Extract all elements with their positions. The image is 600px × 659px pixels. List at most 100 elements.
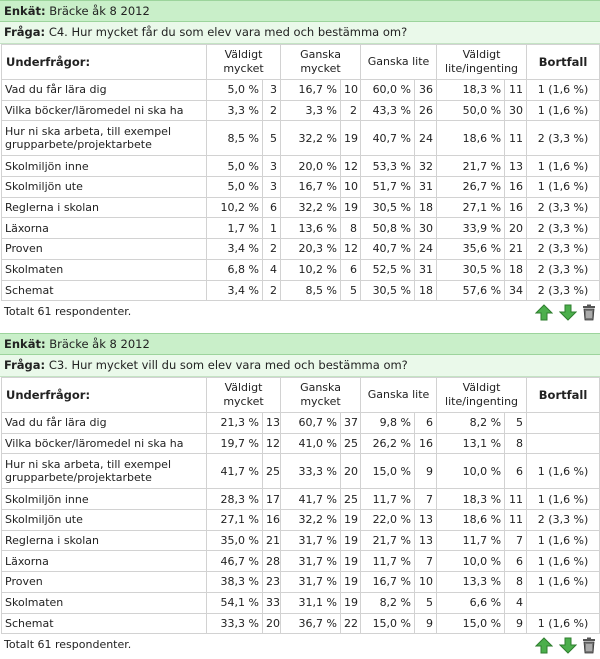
pct-ganska-mycket: 31,1 % [280,591,341,614]
table-row: Hur ni ska arbeta, till exempel grupparb… [1,120,600,157]
col-header-ganska-mycket: Ganska mycket [279,44,362,80]
table-header-row: Underfrågor: Väldigt mycket Ganska mycket … [1,377,600,413]
survey-header: Enkät: Bräcke åk 8 2012 [0,333,600,355]
count-valdigt-lite: 6 [504,550,528,573]
row-label: Hur ni ska arbeta, till exempel grupparb… [1,120,207,157]
arrow-up-icon[interactable] [535,637,553,654]
pct-valdigt-lite: 50,0 % [436,99,506,122]
table-row: Proven 3,4 % 2 20,3 % 12 40,7 % 24 35,6 % 21 2 (3… [1,238,600,260]
pct-ganska-mycket: 60,7 % [280,412,341,434]
pct-ganska-lite: 30,5 % [360,196,416,219]
pct-ganska-lite: 30,5 % [360,279,416,302]
bortfall-value [526,591,600,614]
pct-valdigt-lite: 13,1 % [436,432,506,455]
pct-valdigt-lite: 13,3 % [436,571,506,593]
bortfall-value: 1 (1,6 %) [526,488,600,511]
pct-ganska-lite: 11,7 % [360,550,416,573]
count-valdigt-mycket: 25 [262,453,281,490]
pct-ganska-mycket: 31,7 % [280,550,341,573]
table-row: Läxorna 46,7 % 28 31,7 % 19 11,7 % 7 10,0 % 6 1 (… [1,550,600,573]
bortfall-value: 2 (3,3 %) [526,196,600,219]
count-valdigt-mycket: 16 [262,509,281,531]
pct-ganska-lite: 51,7 % [360,176,416,198]
col-header-valdigt-lite: Väldigt lite/ingenting [436,377,528,413]
count-valdigt-mycket: 6 [262,196,281,219]
pct-valdigt-lite: 10,0 % [436,550,506,573]
table-row: Proven 38,3 % 23 31,7 % 19 16,7 % 10 13,3 % 8 1 (… [1,571,600,593]
bortfall-value: 2 (3,3 %) [526,509,600,531]
count-ganska-lite: 24 [414,120,438,157]
pct-ganska-mycket: 33,3 % [280,453,341,490]
pct-ganska-lite: 60,0 % [360,79,416,101]
pct-valdigt-mycket: 3,4 % [206,238,263,260]
enkat-label: Enkät: [4,337,46,351]
arrow-down-icon[interactable] [558,304,577,321]
arrow-up-icon[interactable] [535,304,553,321]
table-footer: Totalt 61 respondenter. [0,301,600,323]
count-valdigt-lite: 16 [504,176,528,198]
table-row: Läxorna 1,7 % 1 13,6 % 8 50,8 % 30 33,9 % 20 2 (3… [1,217,600,240]
count-ganska-lite: 9 [414,453,438,490]
pct-valdigt-mycket: 19,7 % [206,432,263,455]
col-header-bortfall: Bortfall [526,44,600,80]
col-header-valdigt-lite: Väldigt lite/ingenting [436,44,528,80]
pct-valdigt-mycket: 46,7 % [206,550,263,573]
count-valdigt-mycket: 5 [262,120,281,157]
pct-ganska-mycket: 31,7 % [280,529,341,552]
pct-valdigt-mycket: 41,7 % [206,453,263,490]
table-row: Reglerna i skolan 35,0 % 21 31,7 % 19 21,7 % 1… [1,529,600,552]
count-ganska-mycket: 19 [339,550,362,573]
row-label: Schemat [1,279,207,302]
row-label: Schemat [1,612,207,635]
count-ganska-lite: 16 [414,432,438,455]
trash-icon[interactable] [582,304,596,321]
count-valdigt-lite: 4 [504,591,528,614]
table-row: Skolmaten 54,1 % 33 31,1 % 19 8,2 % 5 6,6 % 4 [1,591,600,614]
pct-ganska-mycket: 13,6 % [280,217,341,240]
arrow-down-icon[interactable] [558,637,577,654]
col-header-valdigt-mycket: Väldigt mycket [206,44,281,80]
count-valdigt-lite: 6 [504,453,528,490]
pct-valdigt-mycket: 27,1 % [206,509,263,531]
count-ganska-mycket: 10 [339,79,362,101]
pct-ganska-lite: 16,7 % [360,571,416,593]
count-ganska-mycket: 25 [339,488,362,511]
pct-valdigt-mycket: 5,0 % [206,79,263,101]
bortfall-value: 2 (3,3 %) [526,258,600,281]
pct-ganska-mycket: 16,7 % [280,79,341,101]
col-header-ganska-lite: Ganska lite [360,44,438,80]
bortfall-value [526,412,600,434]
bortfall-value: 1 (1,6 %) [526,155,600,178]
pct-ganska-lite: 52,5 % [360,258,416,281]
trash-icon[interactable] [582,637,596,654]
fraga-value: C4. Hur mycket får du som elev vara med … [48,25,408,39]
count-ganska-lite: 13 [414,509,438,531]
count-ganska-lite: 5 [414,591,438,614]
row-label: Skolmiljön inne [1,488,207,511]
count-ganska-lite: 13 [414,529,438,552]
pct-valdigt-mycket: 33,3 % [206,612,263,635]
count-ganska-mycket: 10 [339,176,362,198]
count-valdigt-lite: 11 [504,509,528,531]
bortfall-value: 1 (1,6 %) [526,529,600,552]
enkat-value: Bräcke åk 8 2012 [49,4,150,18]
survey-block: Enkät: Bräcke åk 8 2012 Fråga: C3. Hur m… [0,333,600,656]
pct-valdigt-mycket: 10,2 % [206,196,263,219]
row-label: Vilka böcker/läromedel ni ska ha [1,432,207,455]
count-valdigt-mycket: 21 [262,529,281,552]
count-valdigt-lite: 9 [504,612,528,635]
count-valdigt-lite: 11 [504,120,528,157]
pct-valdigt-lite: 57,6 % [436,279,506,302]
count-ganska-mycket: 6 [339,258,362,281]
row-label: Skolmiljön ute [1,176,207,198]
pct-ganska-mycket: 32,2 % [280,196,341,219]
pct-ganska-lite: 40,7 % [360,120,416,157]
pct-valdigt-lite: 26,7 % [436,176,506,198]
row-label: Vad du får lära dig [1,79,207,101]
pct-valdigt-lite: 15,0 % [436,612,506,635]
count-ganska-lite: 32 [414,155,438,178]
count-valdigt-lite: 11 [504,488,528,511]
question-header: Fråga: C4. Hur mycket får du som elev va… [0,22,600,44]
pct-valdigt-mycket: 5,0 % [206,176,263,198]
pct-ganska-lite: 26,2 % [360,432,416,455]
